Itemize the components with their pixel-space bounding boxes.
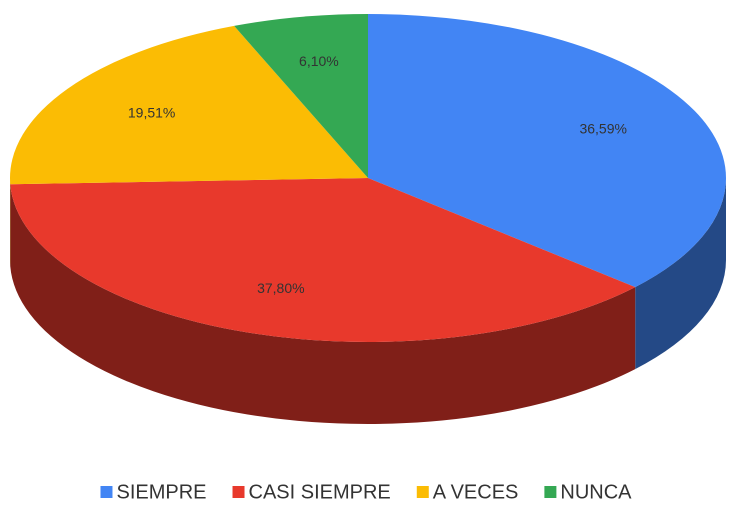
slice — [234, 14, 368, 178]
data-label: 6,10% — [299, 53, 339, 69]
data-label: 19,51% — [128, 105, 175, 121]
legend-swatch — [416, 486, 429, 498]
slice — [10, 25, 369, 185]
data-label: 36,59% — [579, 120, 626, 136]
legend-swatch — [544, 486, 557, 498]
legend-label: NUNCA — [560, 481, 632, 503]
legend-label: CASI SIEMPRE — [249, 481, 391, 503]
slice-side — [635, 178, 726, 370]
slice-side — [10, 184, 636, 424]
legend-label: SIEMPRE — [116, 481, 206, 503]
slice — [10, 178, 636, 342]
legend-swatch — [232, 486, 245, 498]
legend-swatch — [100, 486, 113, 498]
legend-label: A VECES — [433, 481, 519, 503]
slice — [368, 14, 726, 288]
data-label: 37,80% — [257, 280, 304, 296]
